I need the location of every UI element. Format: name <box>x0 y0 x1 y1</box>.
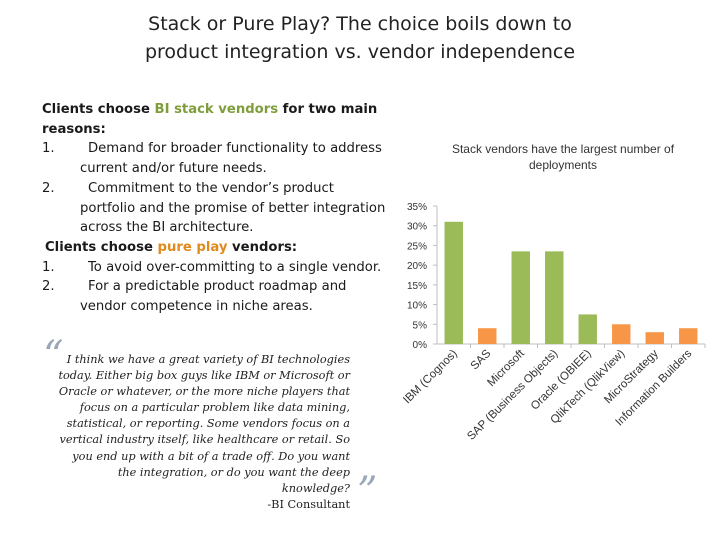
pure-intro-highlight: pure play <box>157 239 228 255</box>
stack-item-2-number: 2. <box>42 180 55 196</box>
pure-item-1: 1. To avoid over-committing to a single v… <box>42 258 387 278</box>
stack-item-1-line1: Demand for broader functionality to addr… <box>88 141 382 157</box>
bar <box>478 328 497 344</box>
quote-line: focus on a particular problem like data … <box>79 401 350 415</box>
reasons-text: Clients choose BI stack vendors for two … <box>42 100 387 317</box>
pure-intro-pre: Clients choose <box>45 239 158 255</box>
bar <box>444 221 463 344</box>
stack-intro-line2: reasons: <box>42 121 106 137</box>
pure-item-1-number: 1. <box>42 259 55 275</box>
pure-item-2: 2. For a predictable product roadmap and <box>42 277 387 297</box>
pure-item-2-line1: For a predictable product roadmap and <box>88 279 347 295</box>
stack-item-2-line3: across the BI architecture. <box>80 220 254 236</box>
close-quote-icon: ” <box>357 469 378 515</box>
pure-intro-post: vendors: <box>227 239 298 255</box>
chart-title-line-2: deployments <box>529 158 597 172</box>
stack-item-1-line2: current and/or future needs. <box>80 161 267 177</box>
x-tick-label: SAS <box>469 347 494 372</box>
stack-intro-post: for two main <box>278 102 378 117</box>
quote-line: the integration, or do you want the deep <box>117 465 350 479</box>
y-tick-label: 20% <box>407 261 427 272</box>
bar <box>645 332 664 344</box>
pure-item-1-line1: To avoid over-committing to a single ven… <box>88 259 382 275</box>
y-tick-label: 25% <box>407 241 427 252</box>
quote-line: you end up with a bit of a trade off. Do… <box>72 449 350 463</box>
quote-line: I think we have a great variety of BI te… <box>66 353 350 366</box>
y-tick-label: 15% <box>407 281 427 292</box>
quote-line: knowledge? <box>281 481 350 495</box>
y-tick-label: 5% <box>413 320 428 331</box>
stack-item-2-line2: portfolio and the promise of better inte… <box>80 200 386 216</box>
stack-item-2: 2. Commitment to the vendor’s product <box>42 179 387 199</box>
x-tick-label: Oracle (OBIEE) <box>529 348 594 413</box>
stack-intro-highlight: BI stack vendors <box>154 102 279 117</box>
quote-line: today. Either big box guys like IBM or M… <box>58 369 350 383</box>
stack-item-2-line1: Commitment to the vendor’s product <box>88 180 334 196</box>
chart-title-line-1: Stack vendors have the largest number of <box>452 142 675 156</box>
quote-line: statistical, or reporting. Some vendors … <box>66 417 350 431</box>
y-tick-label: 30% <box>407 222 427 233</box>
x-tick-label: IBM (Cognos) <box>401 348 460 407</box>
bar <box>612 324 631 344</box>
stack-item-1-number: 1. <box>42 141 55 157</box>
y-tick-label: 0% <box>413 340 428 351</box>
stack-item-1: 1. Demand for broader functionality to ad… <box>42 139 387 159</box>
slide-title: Stack or Pure Play? The choice boils dow… <box>0 10 720 66</box>
pure-intro: Clients choose pure play vendors: <box>42 238 387 258</box>
title-line-2: product integration vs. vendor independe… <box>144 41 576 63</box>
title-line-1: Stack or Pure Play? The choice boils dow… <box>148 13 572 35</box>
consultant-quote: I think we have a great variety of BI te… <box>50 352 350 513</box>
quote-line: Oracle or whatever, or the more niche pl… <box>58 385 350 399</box>
open-quote-icon: “ <box>43 333 64 379</box>
stack-intro: Clients choose BI stack vendors for two … <box>42 100 387 120</box>
chart-marks: 0%5%10%15%20%25%30%35%IBM (Cognos) SASMic… <box>401 202 706 443</box>
bar <box>545 251 564 344</box>
pure-item-2-line2: vendor competence in niche areas. <box>80 299 313 315</box>
bar <box>511 251 530 344</box>
stack-intro-pre: Clients choose <box>42 102 155 117</box>
y-tick-label: 10% <box>407 301 427 312</box>
bar <box>679 328 698 344</box>
quote-attribution: -BI Consultant <box>267 497 350 511</box>
pure-item-2-number: 2. <box>42 279 55 295</box>
bar <box>578 314 597 344</box>
y-tick-label: 35% <box>407 202 427 213</box>
quote-line: vertical industry itself, like healthcar… <box>59 433 350 447</box>
